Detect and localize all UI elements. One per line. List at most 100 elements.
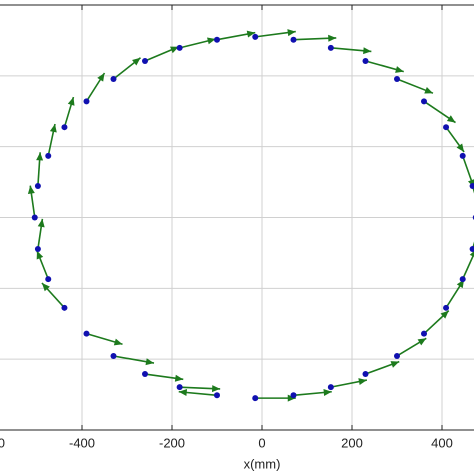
point xyxy=(252,33,259,40)
arrow xyxy=(36,250,49,280)
x-tick-label: 0 xyxy=(258,435,265,450)
arrow-head xyxy=(323,389,332,396)
arrow xyxy=(423,310,450,335)
arrow xyxy=(179,385,221,393)
arrow xyxy=(36,152,44,187)
arrow-head xyxy=(41,283,50,292)
arrow xyxy=(27,185,36,218)
arrow xyxy=(365,60,404,73)
arrow-head xyxy=(424,87,433,94)
point xyxy=(61,304,68,311)
arrow xyxy=(37,218,45,250)
plot-frame xyxy=(0,4,474,431)
arrow xyxy=(41,282,66,309)
arrow-head xyxy=(145,358,154,366)
arrow-head xyxy=(113,338,123,346)
arrow-head xyxy=(178,389,188,396)
point xyxy=(83,330,90,337)
arrow-head xyxy=(395,66,404,73)
point xyxy=(45,276,52,283)
arrow xyxy=(445,126,465,153)
arrow-head xyxy=(246,30,256,38)
arrow-head xyxy=(174,374,184,382)
arrow-head xyxy=(212,385,221,393)
arrow-head xyxy=(36,152,44,161)
arrow-head xyxy=(440,310,449,319)
arrow xyxy=(445,279,465,309)
point xyxy=(110,352,117,359)
point xyxy=(362,57,369,64)
point xyxy=(290,392,297,399)
arrow-head xyxy=(469,251,474,257)
point xyxy=(61,124,68,131)
arrow-head xyxy=(207,37,216,45)
arrow xyxy=(365,360,400,375)
point xyxy=(142,371,148,378)
arrow xyxy=(63,96,75,128)
arrow xyxy=(396,78,434,94)
arrow xyxy=(178,389,218,397)
arrow-head xyxy=(97,73,105,82)
arrow xyxy=(86,332,123,346)
arrow xyxy=(461,155,474,189)
arrow-head xyxy=(417,338,427,346)
x-axis-label: x(mm) xyxy=(244,456,281,471)
arrow-head xyxy=(67,97,75,106)
point xyxy=(142,57,148,64)
point xyxy=(459,276,466,283)
arrow-head xyxy=(37,218,45,228)
arrow xyxy=(293,389,332,397)
arrow xyxy=(461,251,474,280)
point xyxy=(443,124,450,131)
point xyxy=(110,76,117,83)
point xyxy=(290,36,297,43)
point xyxy=(327,384,334,391)
arrow xyxy=(179,37,216,49)
arrow xyxy=(255,29,296,38)
point xyxy=(459,152,466,159)
arrow xyxy=(330,47,372,55)
arrow-head xyxy=(36,250,44,260)
arrow-head xyxy=(328,34,337,42)
arrow-head xyxy=(287,394,296,402)
x-tick-label: 200 xyxy=(341,435,363,450)
arrow-head xyxy=(390,361,400,368)
arrow-head xyxy=(287,29,296,37)
arrow xyxy=(113,57,141,80)
point xyxy=(176,384,183,391)
point xyxy=(327,44,334,51)
arrow xyxy=(113,355,155,366)
arrow-head xyxy=(446,115,456,123)
point xyxy=(34,246,41,253)
arrow xyxy=(255,394,296,402)
arrow xyxy=(144,46,180,62)
x-tick-label: 400 xyxy=(431,435,453,450)
arrow xyxy=(144,373,184,382)
point xyxy=(421,98,427,105)
point xyxy=(83,98,90,105)
x-tick-label: -200 xyxy=(159,435,185,450)
point xyxy=(31,214,38,221)
point xyxy=(362,371,369,378)
arrow xyxy=(293,34,337,42)
arrow xyxy=(216,30,256,41)
point xyxy=(34,182,41,189)
arrow-head xyxy=(358,378,367,386)
point xyxy=(214,392,220,399)
arrow xyxy=(423,100,456,124)
arrow xyxy=(330,378,368,388)
point xyxy=(469,246,474,253)
arrow-head xyxy=(456,143,465,152)
arrow xyxy=(85,72,106,102)
point xyxy=(214,36,220,43)
point xyxy=(469,182,474,189)
point xyxy=(394,76,400,83)
x-tick-label: -600 xyxy=(0,435,5,450)
point xyxy=(176,44,183,51)
point xyxy=(394,352,400,359)
point xyxy=(45,152,52,159)
point xyxy=(252,395,259,402)
arrow-head xyxy=(132,57,141,66)
